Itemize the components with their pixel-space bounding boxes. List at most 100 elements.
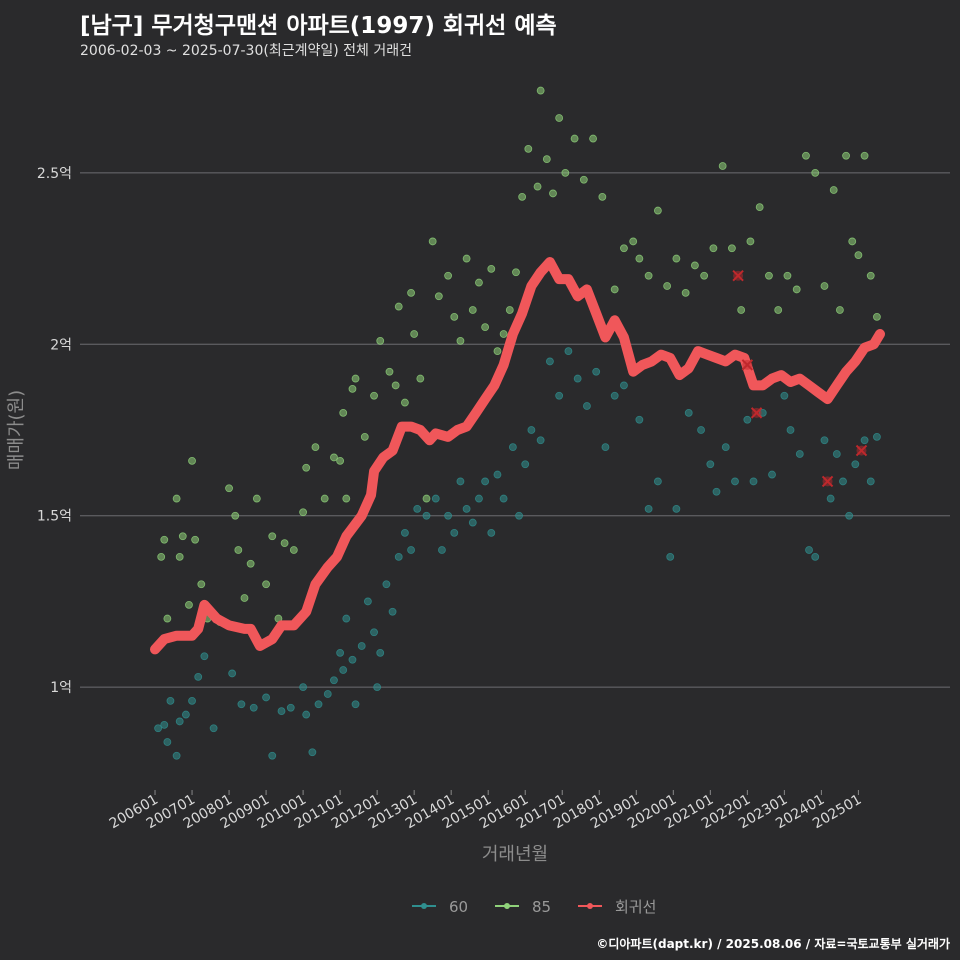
- data-point: [422, 494, 431, 503]
- data-point: [561, 168, 570, 177]
- legend-swatch-dot: [421, 903, 427, 909]
- data-point: [601, 443, 610, 452]
- data-point: [320, 494, 329, 503]
- data-point: [697, 426, 705, 434]
- data-point: [672, 504, 681, 513]
- data-point: [592, 367, 601, 376]
- data-point: [499, 494, 508, 503]
- data-point: [401, 528, 409, 537]
- data-point: [175, 552, 184, 561]
- data-point: [829, 186, 838, 194]
- data-point: [348, 384, 357, 393]
- data-point: [690, 261, 699, 270]
- data-point: [820, 436, 829, 445]
- data-point: [422, 511, 431, 520]
- data-point: [191, 535, 200, 544]
- data-point: [743, 415, 752, 424]
- data-point: [172, 494, 181, 503]
- data-point: [549, 189, 557, 198]
- data-point: [499, 330, 508, 338]
- data-point: [357, 642, 366, 650]
- y-tick-label: 2.5억: [37, 166, 72, 182]
- data-point: [866, 477, 875, 486]
- legend-label: 85: [532, 898, 551, 916]
- data-point: [468, 306, 477, 314]
- data-point: [546, 357, 554, 366]
- data-point: [768, 470, 776, 479]
- data-point: [311, 443, 320, 452]
- data-point: [709, 244, 718, 253]
- outlier-cross: [750, 407, 763, 419]
- data-point: [456, 477, 465, 486]
- data-point: [468, 518, 477, 527]
- data-point: [330, 453, 338, 462]
- data-point: [166, 696, 175, 705]
- data-point: [376, 648, 385, 657]
- outlier-marker: [855, 444, 868, 457]
- data-point: [336, 648, 345, 657]
- data-point: [493, 347, 502, 356]
- data-point: [860, 436, 869, 445]
- data-point: [555, 391, 564, 400]
- data-point: [839, 477, 847, 486]
- data-point: [802, 151, 810, 160]
- regression-line: [150, 257, 885, 655]
- data-point: [154, 724, 163, 733]
- data-point: [536, 86, 545, 95]
- data-point: [370, 628, 378, 637]
- data-point: [314, 700, 323, 709]
- data-point: [388, 607, 397, 616]
- data-point: [866, 271, 875, 280]
- data-point: [444, 511, 452, 520]
- data-point: [280, 539, 289, 548]
- data-point: [382, 580, 391, 589]
- data-point: [555, 114, 564, 122]
- data-point: [336, 456, 345, 465]
- data-point: [786, 426, 795, 434]
- data-point: [268, 751, 277, 760]
- data-point: [620, 244, 628, 253]
- data-point: [512, 268, 520, 277]
- data-point: [438, 546, 446, 554]
- data-point: [172, 751, 181, 760]
- data-point: [700, 271, 709, 280]
- data-point: [755, 203, 764, 212]
- data-point: [666, 552, 675, 561]
- data-point: [749, 477, 758, 486]
- data-point: [413, 504, 422, 513]
- data-point: [376, 336, 385, 345]
- data-point: [462, 254, 471, 263]
- data-point: [188, 456, 196, 465]
- data-point: [160, 535, 169, 544]
- data-point: [444, 271, 452, 280]
- legend-item: 60: [412, 898, 468, 916]
- data-point: [302, 710, 311, 719]
- data-point: [524, 144, 533, 153]
- data-point: [394, 302, 403, 311]
- data-point: [505, 306, 514, 314]
- data-point: [200, 652, 209, 661]
- data-point: [811, 168, 820, 177]
- data-point: [805, 546, 813, 554]
- data-point: [811, 552, 820, 561]
- data-point: [728, 244, 736, 253]
- data-point: [635, 415, 644, 424]
- outlier-marker: [750, 407, 763, 419]
- data-point: [407, 546, 415, 554]
- chart-subtitle: 2006-02-03 ~ 2025-07-30(최근계약일) 전체 거래건: [80, 43, 412, 59]
- data-point: [826, 494, 835, 503]
- data-point: [487, 528, 496, 537]
- data-point: [410, 330, 419, 338]
- legend-label: 회귀선: [615, 898, 656, 916]
- data-point: [339, 408, 348, 417]
- data-point: [842, 151, 850, 160]
- data-point: [178, 532, 187, 541]
- data-point: [228, 669, 237, 678]
- data-point: [348, 655, 357, 664]
- data-point: [299, 508, 308, 517]
- data-point: [407, 288, 415, 297]
- data-point: [783, 271, 792, 280]
- data-point: [385, 367, 394, 376]
- chart-title: [남구] 무거청구맨션 아파트(1997) 회귀선 예측: [80, 13, 557, 39]
